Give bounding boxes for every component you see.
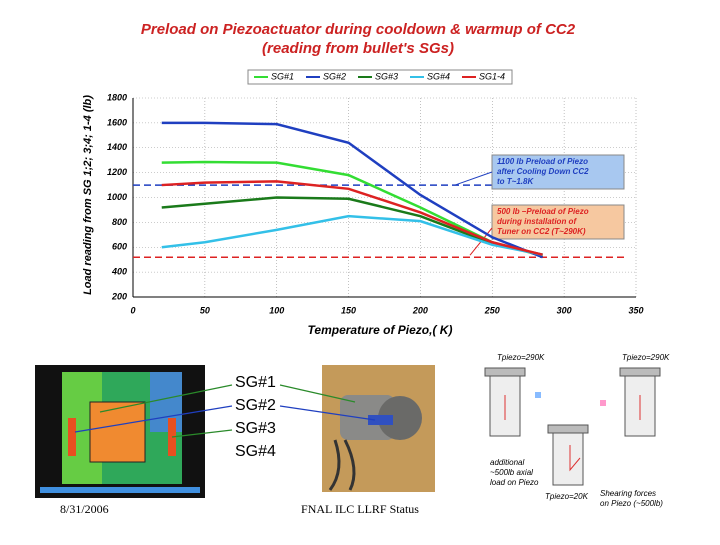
series-line bbox=[161, 180, 543, 256]
x-tick-label: 250 bbox=[484, 305, 500, 315]
legend-label: SG#3 bbox=[375, 71, 398, 81]
diagram-note: additional bbox=[490, 458, 524, 467]
tuner-schematic bbox=[484, 367, 661, 486]
annotation-text: during installation of bbox=[497, 217, 577, 226]
sg-label: SG#3 bbox=[235, 420, 276, 437]
diagram-note: load on Piezo bbox=[490, 478, 539, 487]
y-tick-label: 1000 bbox=[107, 192, 127, 202]
y-tick-label: 600 bbox=[112, 242, 127, 252]
x-tick-label: 50 bbox=[200, 305, 210, 315]
sg-label: SG#1 bbox=[235, 374, 276, 391]
callout-arrows bbox=[74, 384, 376, 438]
y-tick-label: 1400 bbox=[107, 142, 127, 152]
x-tick-label: 350 bbox=[628, 305, 643, 315]
sg-label: SG#4 bbox=[235, 443, 276, 460]
footer: FNAL ILC LLRF Status bbox=[301, 502, 419, 516]
y-tick-label: 1600 bbox=[107, 117, 127, 127]
sensor-photo bbox=[322, 365, 435, 492]
annotation-box bbox=[491, 204, 625, 240]
legend-box bbox=[247, 69, 513, 85]
date: 8/31/2006 bbox=[60, 502, 109, 516]
diagram-note: on Piezo (~500lb) bbox=[600, 499, 663, 508]
y-tick-label: 200 bbox=[111, 291, 127, 301]
x-tick-label: 300 bbox=[557, 305, 572, 315]
series-line bbox=[161, 196, 543, 256]
series-line bbox=[161, 214, 543, 256]
fea-image bbox=[35, 365, 205, 498]
annotation-text: 500 lb –Preload of Piezo bbox=[497, 207, 589, 216]
diagram-label: Tpiezo=290K bbox=[622, 353, 670, 362]
x-tick-label: 100 bbox=[269, 305, 284, 315]
y-tick-label: 400 bbox=[111, 267, 127, 277]
y-tick-label: 800 bbox=[112, 217, 127, 227]
x-tick-label: 150 bbox=[341, 305, 356, 315]
annotation-arrow bbox=[454, 171, 493, 186]
diagram-label: Tpiezo=20K bbox=[545, 492, 589, 501]
chart-title: Preload on Piezoactuator during cooldown… bbox=[141, 21, 576, 38]
y-tick-label: 1800 bbox=[107, 92, 127, 102]
x-tick-label: 0 bbox=[130, 305, 135, 315]
annotation-text: Tuner on CC2 (T~290K) bbox=[497, 227, 586, 236]
legend-label: SG#1 bbox=[271, 71, 294, 81]
x-axis-label: Temperature of Piezo,( K) bbox=[308, 323, 453, 337]
annotation-text: to T~1.8K bbox=[497, 177, 534, 186]
x-tick-label: 200 bbox=[412, 305, 428, 315]
annotation-text: after Cooling Down CC2 bbox=[497, 167, 589, 176]
diagram-note: Shearing forces bbox=[600, 489, 656, 498]
diagram-label: Tpiezo=290K bbox=[497, 353, 545, 362]
y-tick-label: 1200 bbox=[107, 167, 127, 177]
legend-label: SG1-4 bbox=[479, 71, 505, 81]
chart-subtitle: (reading from bullet's SGs) bbox=[262, 40, 454, 57]
series-line bbox=[161, 121, 544, 259]
legend-label: SG#4 bbox=[427, 71, 450, 81]
sg-label: SG#2 bbox=[235, 397, 276, 414]
annotation-box bbox=[491, 154, 625, 190]
diagram-note: ~500lb axial bbox=[490, 468, 533, 477]
annotation-text: 1100 lb Preload of Piezo bbox=[497, 157, 588, 166]
legend-label: SG#2 bbox=[323, 71, 346, 81]
y-axis-label: Load reading from SG 1;2; 3;4; 1-4 (lb) bbox=[82, 95, 94, 295]
